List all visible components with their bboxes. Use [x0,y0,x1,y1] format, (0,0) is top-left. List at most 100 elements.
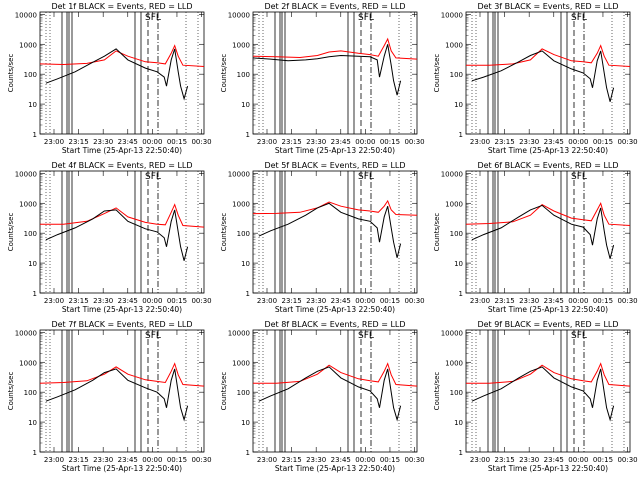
plot-frame [39,11,205,135]
x-tick-label: 23:00 [470,297,490,305]
flare-annotation: SFL [358,13,374,23]
y-tick-label: 1000 [19,41,37,49]
x-tick-label: 23:00 [257,297,277,305]
chart-title: Det 6f BLACK = Events, RED = LLD [477,161,618,170]
x-axis-label: Start Time (25-Apr-13 22:50:40) [488,464,608,473]
y-tick-label: 100 [450,71,463,79]
x-tick-label: 23:00 [470,138,490,146]
x-tick-label: 23:30 [519,456,539,464]
x-tick-label: 23:00 [44,297,64,305]
x-tick-label: 23:15 [281,138,301,146]
x-tick-label: 00:00 [355,297,375,305]
chart-panel-2: Det 2f BLACK = Events, RED = LLD SFL 1 10 10… [220,2,425,155]
chart-title: Det 5f BLACK = Events, RED = LLD [264,161,405,170]
y-axis-label: Counts/sec [220,54,228,93]
chart-panel-8: Det 8f BLACK = Events, RED = LLD SFL 1 10 10… [220,320,425,473]
chart-title: Det 8f BLACK = Events, RED = LLD [264,320,405,329]
plot-frame [252,170,418,294]
series-line-lld [252,199,418,216]
y-tick-label: 100 [237,71,250,79]
x-tick-label: 00:30 [617,138,637,146]
y-tick-label: 10000 [441,11,463,19]
chart-panel-5: Det 5f BLACK = Events, RED = LLD SFL 1 10 10… [220,161,425,314]
x-tick-label: 00:00 [355,138,375,146]
x-axis-label: Start Time (25-Apr-13 22:50:40) [488,305,608,314]
chart-panel-4: Det 4f BLACK = Events, RED = LLD SFL 1 10 10… [7,161,212,314]
y-tick-label: 10000 [15,329,37,337]
x-tick-label: 23:00 [44,138,64,146]
x-tick-label: 23:15 [281,456,301,464]
y-axis-label: Counts/sec [7,213,15,252]
x-tick-label: 23:45 [544,456,564,464]
x-tick-label: 23:15 [68,297,88,305]
series-line-events [45,209,189,261]
flare-annotation: SFL [571,13,587,23]
chart-panel-3: Det 3f BLACK = Events, RED = LLD SFL 1 10 10… [433,2,638,155]
chart-title: Det 1f BLACK = Events, RED = LLD [51,2,192,11]
flare-annotation: SFL [145,331,161,341]
flare-annotation: SFL [571,172,587,182]
x-tick-label: 00:15 [593,456,613,464]
plot-frame [39,329,205,453]
chart-title: Det 9f BLACK = Events, RED = LLD [477,320,618,329]
x-axis-label: Start Time (25-Apr-13 22:50:40) [62,464,182,473]
x-tick-label: 00:30 [617,456,637,464]
series-line-events [471,366,615,422]
y-tick-label: 10 [28,101,37,109]
chart-panel-7: Det 7f BLACK = Events, RED = LLD SFL 1 10 10… [7,320,212,473]
y-tick-label: 10000 [15,170,37,178]
y-axis-label: Counts/sec [433,213,441,252]
y-tick-label: 1 [33,290,37,298]
x-tick-label: 00:30 [191,138,211,146]
y-tick-label: 10000 [15,11,37,19]
y-tick-label: 1000 [19,359,37,367]
y-tick-label: 10000 [441,170,463,178]
x-tick-label: 23:15 [68,456,88,464]
x-tick-label: 23:30 [306,456,326,464]
x-tick-label: 00:15 [380,297,400,305]
series-line-events [45,48,189,101]
series-line-events [471,204,615,259]
y-axis-label: Counts/sec [220,372,228,411]
y-tick-label: 100 [24,230,37,238]
y-tick-label: 10 [28,419,37,427]
x-tick-label: 00:15 [380,138,400,146]
y-tick-label: 1 [246,449,250,457]
x-tick-label: 23:00 [44,456,64,464]
flare-annotation: SFL [358,172,374,182]
y-tick-label: 10 [454,260,463,268]
x-tick-label: 23:30 [93,297,113,305]
chart-title: Det 3f BLACK = Events, RED = LLD [477,2,618,11]
x-tick-label: 23:45 [331,297,351,305]
x-tick-label: 23:30 [306,138,326,146]
x-tick-label: 00:00 [568,138,588,146]
chart-panel-1: Det 1f BLACK = Events, RED = LLD SFL 1 10 10… [7,2,212,155]
chart-title: Det 4f BLACK = Events, RED = LLD [51,161,192,170]
x-tick-label: 00:00 [142,456,162,464]
plot-frame [252,329,418,453]
y-axis-label: Counts/sec [433,54,441,93]
plot-frame [465,170,631,294]
y-tick-label: 1 [459,449,463,457]
x-tick-label: 23:30 [93,456,113,464]
y-axis-label: Counts/sec [433,372,441,411]
y-tick-label: 10 [454,101,463,109]
y-tick-label: 1 [459,131,463,139]
x-tick-label: 00:30 [404,138,424,146]
chart-panel-9: Det 9f BLACK = Events, RED = LLD SFL 1 10 10… [433,320,638,473]
x-tick-label: 23:15 [494,456,514,464]
x-tick-label: 23:45 [118,297,138,305]
y-tick-label: 1 [33,131,37,139]
x-tick-label: 00:00 [142,297,162,305]
y-tick-label: 10 [241,260,250,268]
series-line-events [258,366,402,422]
y-tick-label: 1000 [232,200,250,208]
y-tick-label: 1000 [445,41,463,49]
x-axis-label: Start Time (25-Apr-13 22:50:40) [275,464,395,473]
flare-annotation: SFL [571,331,587,341]
y-tick-label: 100 [237,230,250,238]
x-tick-label: 23:15 [281,297,301,305]
plot-frame [39,170,205,294]
series-line-lld [39,44,205,67]
x-tick-label: 00:15 [167,138,187,146]
